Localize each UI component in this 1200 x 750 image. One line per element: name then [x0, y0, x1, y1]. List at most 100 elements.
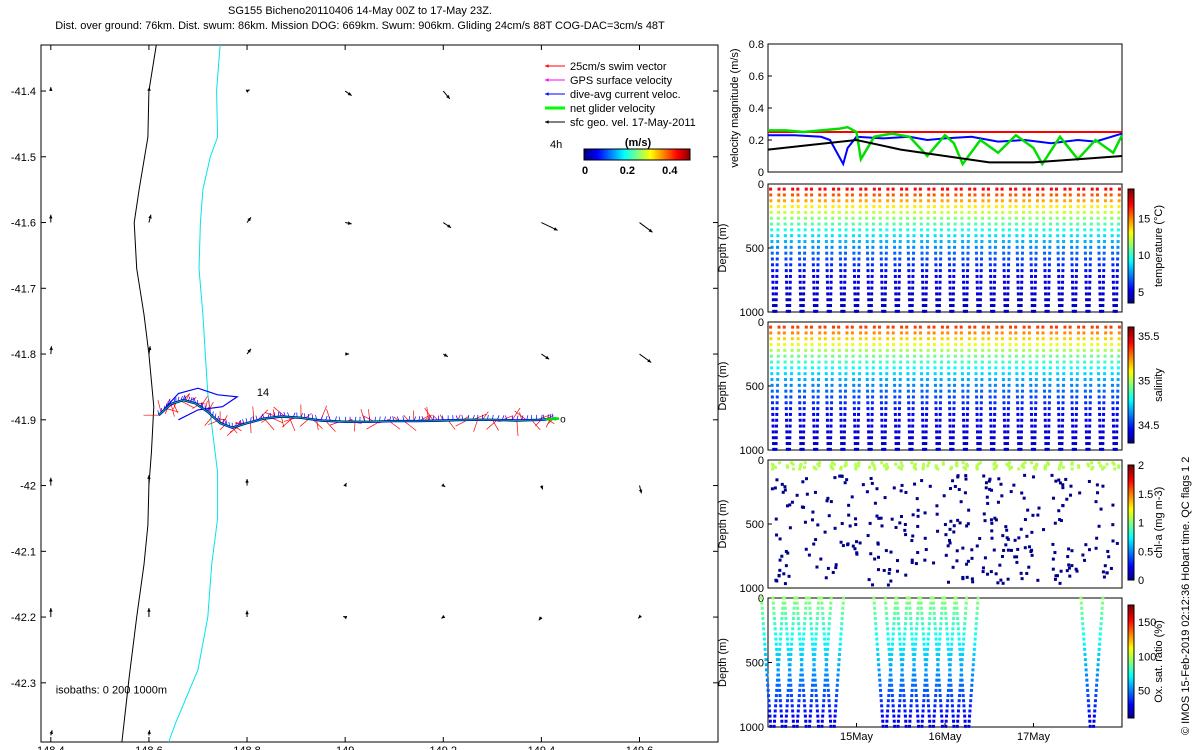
- chla-surface-point: [912, 465, 916, 469]
- salinity-data-point: [1076, 366, 1080, 370]
- temperature-colorbar-cell: [1128, 266, 1134, 270]
- oxygen-data-point: [816, 601, 820, 605]
- oxygen-data-point: [946, 688, 950, 692]
- temperature-data-point: [1030, 298, 1034, 302]
- temperature-data-point: [1089, 216, 1093, 220]
- temperature-data-point: [810, 210, 814, 214]
- salinity-data-point: [803, 378, 807, 382]
- temperature-data-point: [921, 298, 925, 302]
- oxygen-data-point: [885, 714, 889, 718]
- chla-surface-point: [897, 465, 901, 469]
- salinity-data-point: [908, 436, 912, 440]
- salinity-data-point: [961, 378, 965, 382]
- temperature-data-point: [823, 199, 827, 203]
- oxygen-data-point: [1099, 627, 1103, 631]
- temperature-data-point: [775, 280, 779, 284]
- oxygen-data-point: [957, 699, 961, 703]
- temperature-data-point: [853, 286, 857, 290]
- chla-surface-point: [868, 465, 872, 469]
- salinity-data-point: [1016, 424, 1020, 428]
- chla-data-point: [855, 552, 859, 556]
- salinity-data-point: [905, 343, 909, 347]
- temperature-data-point: [1000, 205, 1004, 209]
- oxygen-data-point: [778, 694, 782, 698]
- salinity-data-point: [1069, 343, 1073, 347]
- temperature-data-point: [1033, 280, 1037, 284]
- temperature-data-point: [938, 263, 942, 267]
- salinity-data-point: [1046, 447, 1050, 451]
- temperature-data-point: [967, 228, 971, 232]
- temperature-data-point: [840, 304, 844, 308]
- salinity-y-tick-label: 1000: [740, 445, 764, 457]
- salinity-data-point: [1068, 325, 1072, 329]
- temperature-data-point: [774, 304, 778, 308]
- oxygen-data-point: [777, 652, 781, 656]
- salinity-data-point: [824, 378, 828, 382]
- temperature-data-point: [867, 304, 871, 308]
- oxygen-colorbar-cell: [1128, 695, 1134, 698]
- salinity-data-point: [1048, 360, 1052, 364]
- oxygen-data-point: [1081, 622, 1085, 626]
- oxygen-data-point: [762, 627, 766, 631]
- temperature-data-point: [783, 228, 787, 232]
- salinity-data-point: [881, 447, 885, 451]
- salinity-data-point: [905, 325, 909, 329]
- salinity-data-point: [940, 331, 944, 335]
- salinity-data-point: [815, 436, 819, 440]
- oxygen-data-point: [887, 652, 891, 656]
- salinity-data-point: [783, 348, 787, 352]
- salinity-data-point: [1057, 430, 1061, 434]
- chla-data-point: [1031, 513, 1035, 517]
- oxygen-data-point: [940, 606, 944, 610]
- salinity-data-point: [788, 430, 792, 434]
- oxygen-data-point: [872, 601, 876, 605]
- salinity-data-point: [1028, 354, 1032, 358]
- oxygen-data-point: [905, 601, 909, 605]
- chla-data-point: [959, 500, 963, 504]
- chla-surface-point: [994, 465, 998, 469]
- oxygen-data-point: [840, 611, 844, 615]
- salinity-data-point: [1061, 418, 1065, 422]
- salinity-data-point: [1070, 407, 1074, 411]
- oxygen-data-point: [802, 688, 806, 692]
- temperature-data-point: [1110, 210, 1114, 214]
- temperature-data-point: [1017, 304, 1021, 308]
- temperature-colorbar-cell: [1128, 209, 1134, 213]
- salinity-data-point: [1017, 447, 1021, 451]
- oxygen-data-point: [947, 663, 951, 667]
- chla-data-point: [876, 542, 880, 546]
- salinity-colorbar-cell: [1128, 357, 1134, 361]
- salinity-data-point: [894, 447, 898, 451]
- temperature-data-point: [949, 304, 953, 308]
- oxygen-data-point: [775, 688, 779, 692]
- temperature-data-point: [817, 228, 821, 232]
- salinity-data-point: [953, 354, 957, 358]
- salinity-data-point: [797, 366, 801, 370]
- temperature-data-point: [838, 245, 842, 249]
- salinity-data-point: [850, 331, 854, 335]
- salinity-data-point: [856, 447, 860, 451]
- chla-data-point: [1022, 496, 1026, 500]
- current-arrow-head: [345, 352, 350, 356]
- speed-colorbar-cell: [609, 149, 611, 160]
- temperature-data-point: [856, 292, 860, 296]
- oxygen-data-point: [762, 632, 766, 636]
- chla-colorbar-cell: [1128, 578, 1134, 581]
- temperature-data-point: [840, 309, 844, 313]
- temperature-data-point: [824, 234, 828, 238]
- chla-data-point: [932, 561, 936, 565]
- salinity-data-point: [1074, 442, 1078, 446]
- salinity-data-point: [959, 337, 963, 341]
- chla-data-point: [964, 474, 968, 478]
- salinity-data-point: [784, 389, 788, 393]
- salinity-data-point: [1088, 401, 1092, 405]
- chla-data-point: [770, 487, 774, 491]
- speed-colorbar-cell: [653, 149, 655, 160]
- temperature-data-point: [1036, 187, 1040, 191]
- oxygen-data-point: [934, 632, 938, 636]
- salinity-data-point: [789, 389, 793, 393]
- salinity-data-point: [920, 395, 924, 399]
- oxygen-data-point: [915, 627, 919, 631]
- salinity-colorbar-cell: [1128, 388, 1134, 392]
- temperature-data-point: [1090, 187, 1094, 191]
